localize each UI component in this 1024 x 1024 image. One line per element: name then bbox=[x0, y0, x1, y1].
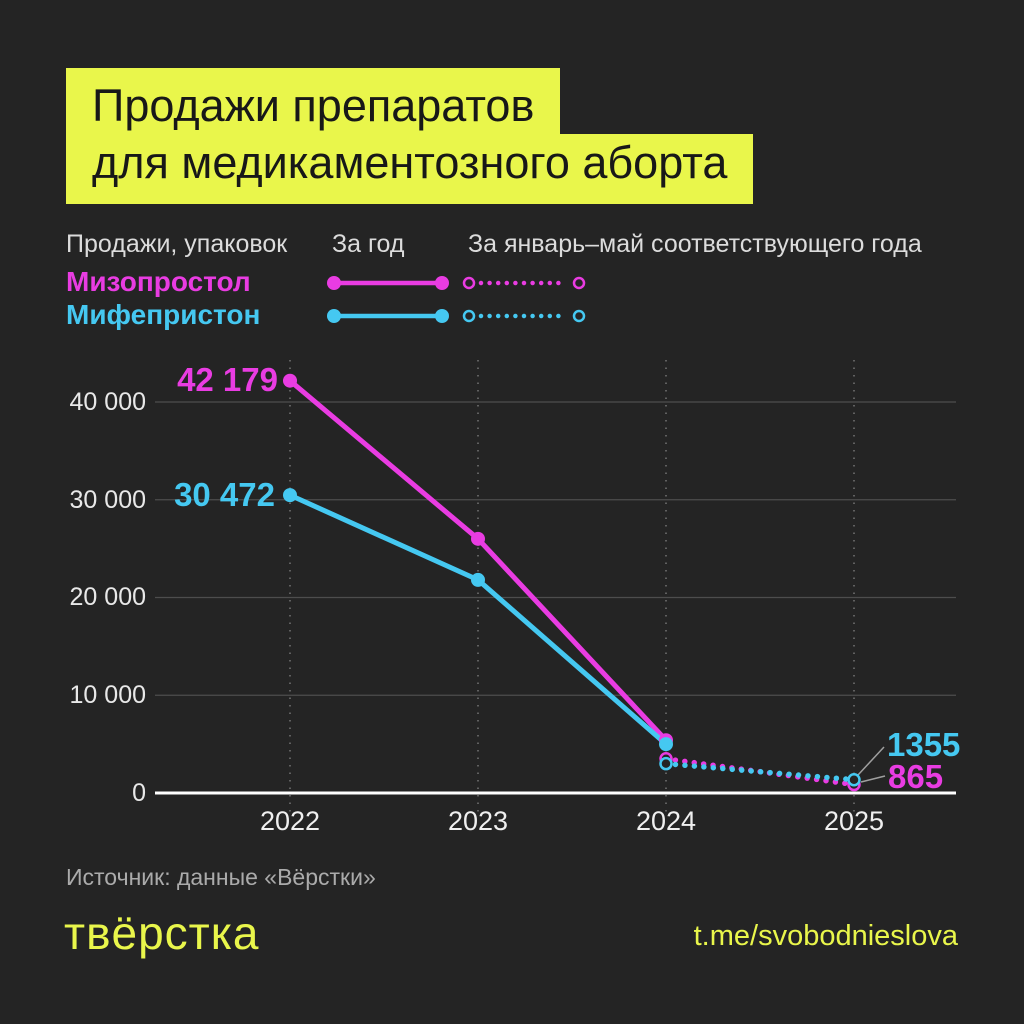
y-tick-30000: 30 000 bbox=[69, 486, 146, 514]
value-label-mifepristone-2022: 30 472 bbox=[174, 476, 275, 513]
title-line-2: для медикаментозного аборта bbox=[66, 134, 754, 204]
x-tick-2025: 2025 bbox=[823, 806, 885, 836]
y-tick-20000: 20 000 bbox=[69, 583, 146, 611]
source-note: Источник: данные «Вёрстки» bbox=[66, 864, 376, 890]
verstka-logo: твёрстка bbox=[64, 907, 260, 959]
telegram-link[interactable]: t.me/svobodnieslova bbox=[693, 920, 958, 952]
value-label-misoprostol-2022: 42 179 bbox=[177, 361, 278, 398]
legend-series-mifepristone: Мифепристон bbox=[66, 299, 261, 330]
legend-solid-line-misoprostol-icon bbox=[327, 276, 449, 290]
callout-line-865 bbox=[860, 775, 886, 783]
legend-series-misoprostol: Мизопростол bbox=[66, 266, 251, 297]
legend-janmay-label: За январь–май соответствующего года bbox=[468, 230, 922, 258]
legend-units-label: Продажи, упаковок bbox=[66, 230, 288, 258]
value-label-mifepristone-2025: 1355 bbox=[887, 726, 961, 763]
y-tick-40000: 40 000 bbox=[69, 388, 146, 416]
legend-annual-label: За год bbox=[332, 230, 405, 258]
legend-dotted-line-mifepristone-icon bbox=[462, 309, 586, 323]
x-tick-2024: 2024 bbox=[635, 806, 697, 836]
page-title: Продажи препаратов для медикаментозного … bbox=[66, 68, 754, 204]
x-tick-2022: 2022 bbox=[259, 806, 321, 836]
y-tick-0: 0 bbox=[132, 779, 146, 807]
legend-solid-line-mifepristone-icon bbox=[327, 309, 449, 323]
x-tick-2023: 2023 bbox=[447, 806, 509, 836]
y-tick-10000: 10 000 bbox=[69, 681, 146, 709]
legend-dotted-line-misoprostol-icon bbox=[462, 276, 586, 290]
callout-line-1355 bbox=[857, 746, 885, 776]
chart-svg bbox=[155, 360, 956, 816]
value-label-misoprostol-2025: 865 bbox=[888, 758, 944, 795]
title-line-1: Продажи препаратов bbox=[66, 68, 561, 134]
